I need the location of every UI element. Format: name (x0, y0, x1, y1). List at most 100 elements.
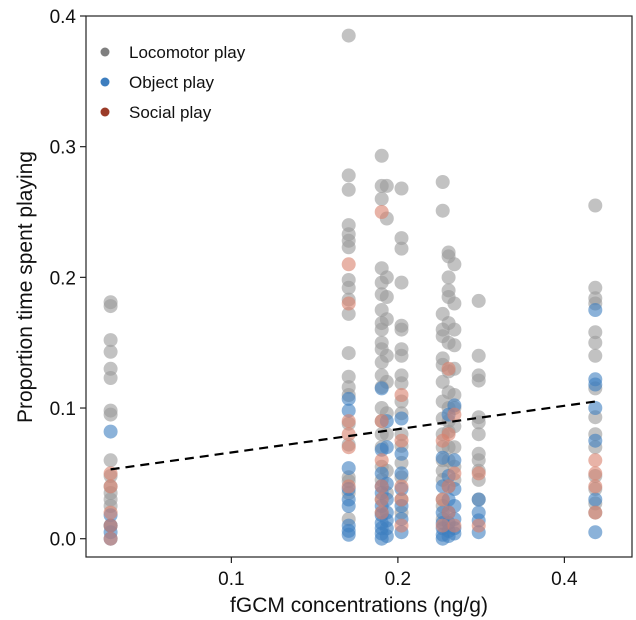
data-point-locomotor-play (471, 348, 486, 363)
data-point-social-play (103, 518, 118, 533)
data-point-object-play (447, 453, 462, 468)
data-point-social-play (447, 518, 462, 533)
data-point-social-play (588, 453, 603, 468)
y-tick-label: 0.4 (50, 7, 77, 28)
data-point-locomotor-play (341, 182, 356, 197)
data-point-social-play (394, 479, 409, 494)
data-point-locomotor-play (394, 275, 409, 290)
data-point-locomotor-play (447, 388, 462, 402)
trend-line (110, 400, 596, 471)
data-point-social-play (394, 492, 409, 507)
data-point-locomotor-play (471, 293, 486, 308)
data-point-locomotor-play (588, 198, 603, 213)
data-point-locomotor-play (435, 203, 450, 218)
legend: Locomotor play Object play Social play (100, 43, 246, 122)
data-point-social-play (103, 479, 118, 494)
data-point-social-play (435, 518, 450, 533)
data-point-locomotor-play (103, 407, 118, 422)
legend-label: Object play (129, 73, 215, 92)
data-point-social-play (435, 492, 450, 507)
data-point-object-play (341, 499, 356, 513)
data-point-locomotor-play (447, 296, 462, 311)
data-point-locomotor-play (379, 290, 394, 304)
data-point-social-play (374, 479, 389, 494)
data-point-locomotor-play (447, 338, 462, 353)
data-point-social-play (471, 518, 486, 533)
data-point-locomotor-play (441, 270, 456, 285)
data-point-social-play (441, 427, 456, 442)
data-point-social-play (374, 205, 389, 219)
data-point-social-play (341, 427, 356, 442)
data-point-social-play (447, 466, 462, 481)
legend-label: Locomotor play (129, 43, 246, 62)
legend-marker (100, 77, 110, 87)
data-point-social-play (341, 296, 356, 311)
data-point-locomotor-play (447, 322, 462, 337)
data-point-locomotor-play (394, 348, 409, 363)
data-point-locomotor-play (394, 241, 409, 256)
data-point-locomotor-play (394, 181, 409, 196)
data-point-social-play (471, 466, 486, 481)
data-point-social-play (103, 505, 118, 520)
data-point-social-play (447, 407, 462, 422)
data-point-locomotor-play (471, 427, 486, 442)
data-point-object-play (588, 401, 603, 415)
data-point-locomotor-play (447, 440, 462, 455)
data-point-social-play (441, 505, 456, 520)
x-axis-title: fGCM concentrations (ng/g) (230, 594, 488, 617)
data-point-social-play (374, 453, 389, 468)
data-point-locomotor-play (341, 280, 356, 295)
data-point-social-play (374, 414, 389, 429)
data-point-object-play (588, 377, 603, 392)
data-point-object-play (588, 492, 603, 507)
data-point-locomotor-play (588, 335, 603, 350)
data-point-locomotor-play (435, 175, 450, 189)
data-point-social-play (588, 466, 603, 481)
data-point-locomotor-play (588, 348, 603, 363)
data-point-object-play (341, 527, 356, 542)
data-point-social-play (341, 414, 356, 429)
data-point-object-play (435, 450, 450, 465)
data-point-object-play (588, 303, 603, 317)
data-point-locomotor-play (341, 369, 356, 384)
data-point-locomotor-play (103, 299, 118, 314)
data-point-locomotor-play (341, 168, 356, 183)
data-point-social-play (441, 479, 456, 494)
data-point-object-play (588, 525, 603, 540)
data-point-social-play (394, 518, 409, 533)
data-point-locomotor-play (394, 322, 409, 337)
data-point-locomotor-play (447, 257, 462, 272)
data-point-object-play (471, 492, 486, 507)
data-point-social-play (588, 505, 603, 520)
legend-marker (100, 47, 110, 57)
x-tick-label: 0.4 (551, 569, 578, 590)
data-point-locomotor-play (341, 240, 356, 255)
y-axis-title: Proportion time spent playing (14, 151, 37, 423)
data-point-locomotor-play (341, 28, 356, 43)
data-point-locomotor-play (394, 376, 409, 391)
data-point-social-play (588, 479, 603, 494)
data-point-locomotor-play (588, 280, 603, 295)
data-point-object-play (103, 424, 118, 439)
data-point-social-play (374, 492, 389, 507)
data-point-locomotor-play (374, 322, 389, 337)
data-point-social-play (394, 433, 409, 448)
data-point-locomotor-play (588, 325, 603, 340)
data-point-object-play (341, 403, 356, 418)
data-point-object-play (341, 391, 356, 406)
data-point-object-play (374, 381, 389, 396)
data-point-locomotor-play (379, 348, 394, 363)
data-point-object-play (379, 440, 394, 455)
data-point-object-play (588, 433, 603, 448)
x-tick-label: 0.2 (385, 569, 411, 590)
data-point-social-play (341, 479, 356, 494)
data-point-locomotor-play (374, 191, 389, 206)
y-tick-label: 0.0 (50, 530, 76, 551)
data-point-social-play (374, 505, 389, 520)
data-point-locomotor-play (471, 453, 486, 468)
data-point-locomotor-play (374, 148, 389, 163)
data-point-locomotor-play (379, 178, 394, 193)
data-point-object-play (379, 529, 394, 544)
data-point-object-play (394, 411, 409, 426)
